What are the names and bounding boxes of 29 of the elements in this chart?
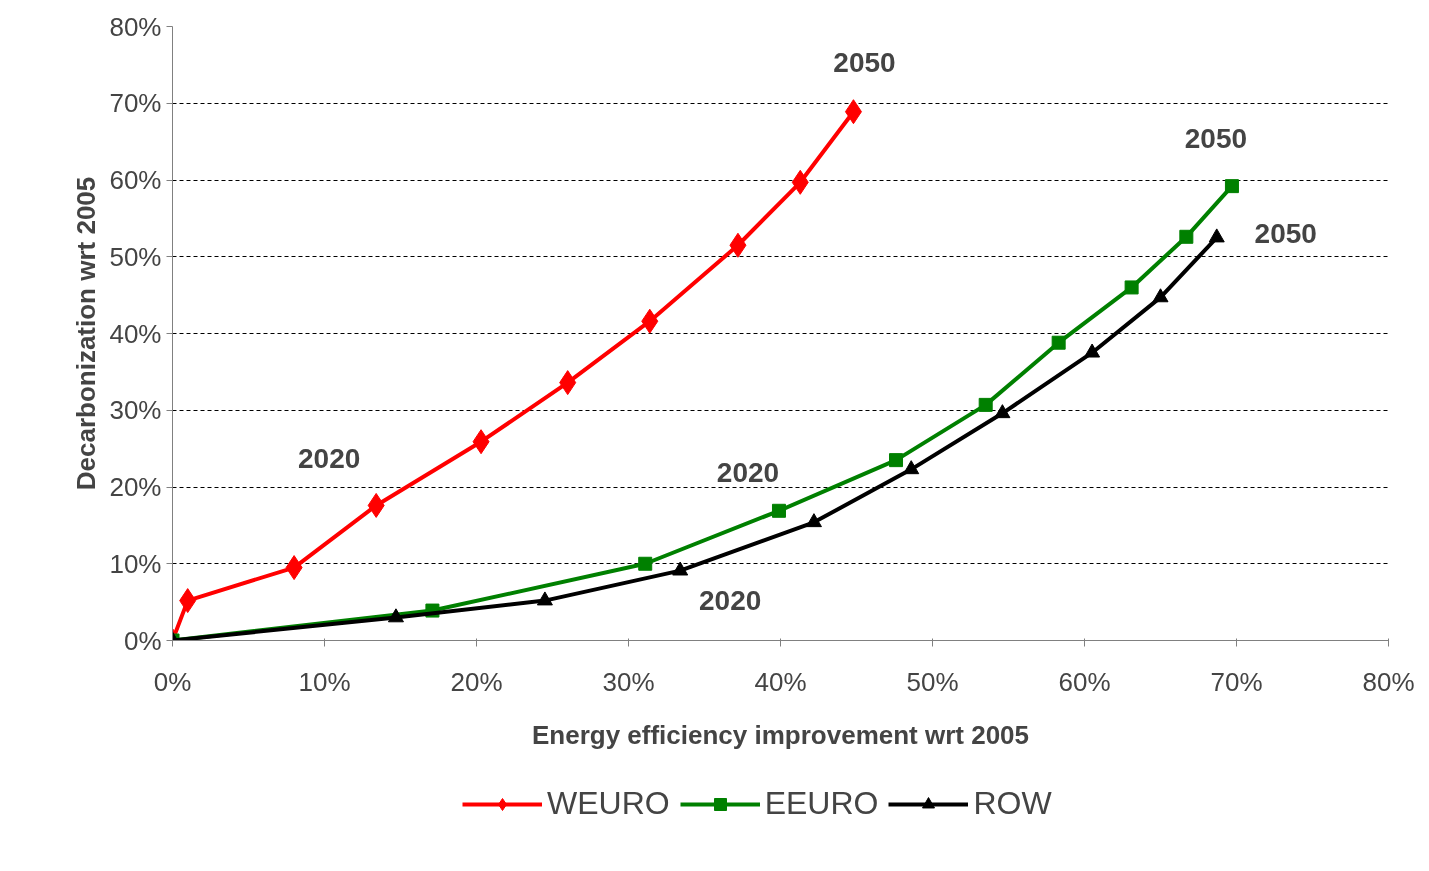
x-tick-label: 60% [1058,666,1111,697]
legend-label: EEURO [764,785,879,822]
y-tick-label: 10% [109,548,162,579]
legend-label: WEURO [547,785,670,822]
x-tick-label: 0% [153,666,192,697]
annotation: 2020 [716,457,780,489]
x-tick-label: 30% [602,666,655,697]
x-tick-label: 50% [906,666,959,697]
y-tick-label: 40% [109,318,162,349]
y-tick-label: 70% [109,88,162,119]
y-axis-title: Decarbonization wrt 2005 [71,176,102,491]
y-tick-label: 50% [109,241,162,272]
x-tick-label: 40% [754,666,807,697]
annotation: 2050 [833,47,896,79]
y-tick-label: 80% [109,11,162,42]
x-tick-label: 80% [1362,666,1415,697]
x-tick-label: 20% [450,666,503,697]
annotation: 2020 [298,442,361,474]
annotation: 2050 [1254,218,1317,250]
annotation: 2020 [699,585,762,617]
y-tick-label: 0% [123,625,162,656]
y-tick-label: 60% [109,165,162,195]
legend-label: ROW [973,785,1052,822]
y-tick-label: 20% [109,472,162,502]
x-axis-title: Energy efficiency improvement wrt 2005 [531,719,1030,750]
y-tick-label: 30% [109,395,162,426]
x-tick-label: 70% [1210,666,1263,697]
annotation: 2050 [1184,122,1248,154]
x-tick-label: 10% [298,666,351,697]
